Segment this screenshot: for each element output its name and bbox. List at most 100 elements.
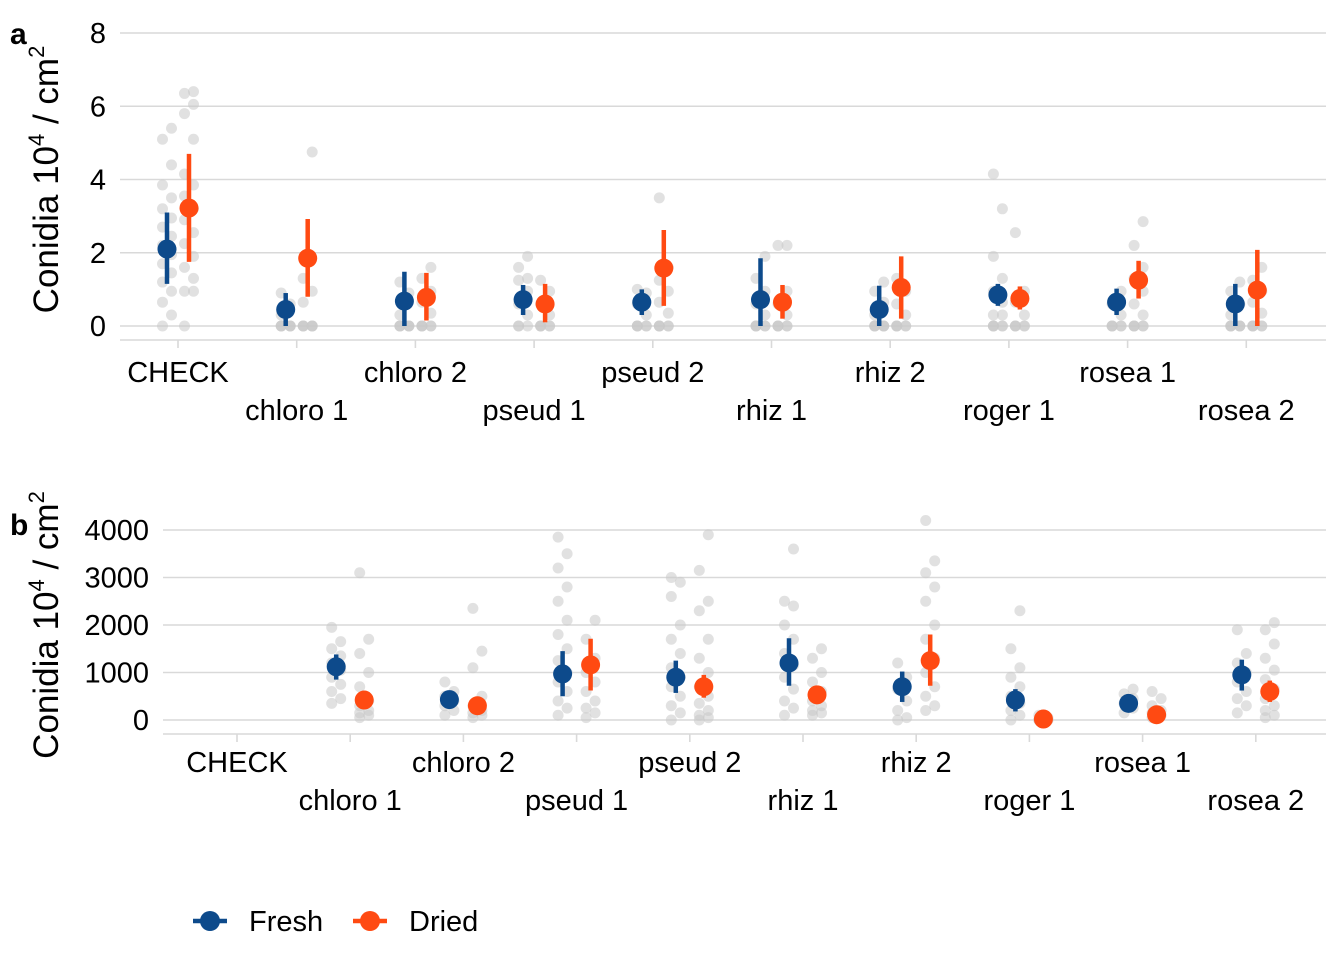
mean-point-dried	[1129, 270, 1149, 290]
raw-point	[929, 700, 941, 712]
raw-point	[996, 309, 1008, 321]
raw-point	[552, 709, 564, 721]
raw-point	[987, 320, 999, 332]
raw-point	[929, 555, 941, 567]
raw-point	[702, 529, 714, 541]
raw-point	[878, 276, 890, 288]
raw-point	[188, 86, 199, 98]
x-tick-label-rhiz-2: rhiz 2	[855, 357, 926, 389]
x-tick-label-rosea-1: rosea 1	[1094, 747, 1191, 779]
mean-point-dried	[179, 198, 199, 218]
raw-point	[987, 309, 999, 321]
raw-point	[1268, 664, 1280, 676]
mean-point-fresh	[1005, 690, 1025, 710]
raw-point	[665, 572, 677, 583]
raw-point	[892, 714, 904, 726]
mean-point-fresh	[513, 290, 533, 310]
raw-point	[640, 320, 652, 332]
raw-point	[996, 272, 1008, 284]
raw-point	[580, 712, 592, 724]
raw-point	[467, 602, 479, 614]
y-axis-label-main: Conidia 10	[27, 591, 66, 758]
raw-point	[781, 320, 793, 332]
raw-point	[674, 707, 686, 719]
raw-point	[1014, 662, 1026, 674]
raw-point	[335, 693, 347, 705]
y-tick-label: 6	[90, 91, 106, 123]
raw-point	[179, 320, 190, 332]
raw-point	[920, 595, 932, 607]
y-axis-label-unit-exp: 2	[24, 491, 49, 503]
mean-point-fresh	[869, 300, 889, 320]
raw-point	[1259, 624, 1271, 636]
y-tick-label: 4000	[84, 515, 149, 547]
raw-point	[693, 652, 705, 664]
raw-point	[653, 192, 665, 204]
raw-point	[900, 320, 912, 332]
raw-point	[1018, 320, 1030, 332]
raw-point	[157, 179, 168, 191]
mean-point-fresh	[553, 664, 573, 684]
raw-point	[665, 700, 677, 712]
raw-point	[1259, 652, 1271, 664]
mean-point-dried	[1147, 705, 1167, 725]
panel-tag: b	[10, 509, 28, 542]
raw-point	[772, 320, 784, 332]
raw-point	[693, 709, 705, 721]
raw-point	[157, 203, 168, 215]
mean-point-fresh	[1119, 693, 1139, 713]
raw-point	[513, 261, 525, 273]
raw-point	[1137, 216, 1149, 228]
raw-point	[1231, 693, 1243, 705]
raw-point	[157, 133, 168, 145]
x-tick-label-pseud-2: pseud 2	[601, 357, 704, 389]
raw-point	[779, 595, 790, 607]
y-axis-label-exp: 4	[24, 134, 49, 146]
legend-key-point-fresh	[200, 911, 220, 931]
raw-point	[987, 250, 999, 262]
raw-point	[354, 567, 366, 579]
raw-point	[188, 133, 199, 145]
raw-point	[513, 274, 525, 286]
x-tick-label-rosea-2: rosea 2	[1198, 395, 1295, 427]
mean-point-dried	[354, 690, 374, 710]
x-tick-label-chloro-1: chloro 1	[299, 785, 402, 817]
raw-point	[439, 709, 451, 721]
raw-point	[561, 548, 573, 560]
raw-point	[522, 320, 534, 332]
raw-point	[326, 686, 338, 697]
raw-point	[1137, 309, 1149, 321]
raw-point	[589, 707, 601, 719]
x-tick-label-check: CHECK	[127, 357, 229, 389]
raw-point	[561, 581, 573, 593]
x-tick-label-check: CHECK	[186, 747, 288, 779]
x-tick-label-rhiz-2: rhiz 2	[881, 747, 952, 779]
mean-point-dried	[1010, 289, 1030, 309]
y-tick-label: 8	[90, 18, 106, 50]
y-axis-label-unit: / cm	[27, 503, 66, 579]
mean-point-fresh	[988, 285, 1008, 305]
raw-point	[920, 690, 932, 702]
raw-point	[1115, 320, 1127, 332]
raw-point	[1128, 320, 1140, 332]
x-tick-label-rhiz-1: rhiz 1	[736, 395, 807, 427]
raw-point	[892, 657, 904, 669]
raw-point	[779, 709, 790, 721]
raw-point	[1005, 671, 1017, 683]
mean-point-fresh	[157, 239, 177, 259]
legend-label-fresh: Fresh	[249, 906, 323, 938]
y-tick-label: 2000	[84, 610, 149, 642]
raw-point	[552, 531, 564, 543]
raw-point	[1146, 686, 1158, 697]
raw-point	[779, 695, 790, 707]
raw-point	[653, 320, 665, 332]
mean-point-dried	[1033, 709, 1053, 729]
raw-point	[188, 98, 199, 110]
mean-point-dried	[535, 294, 555, 314]
raw-point	[674, 648, 686, 659]
raw-point	[772, 239, 784, 251]
y-tick-label: 0	[133, 705, 149, 737]
raw-point	[662, 307, 674, 319]
mean-point-fresh	[666, 667, 686, 687]
